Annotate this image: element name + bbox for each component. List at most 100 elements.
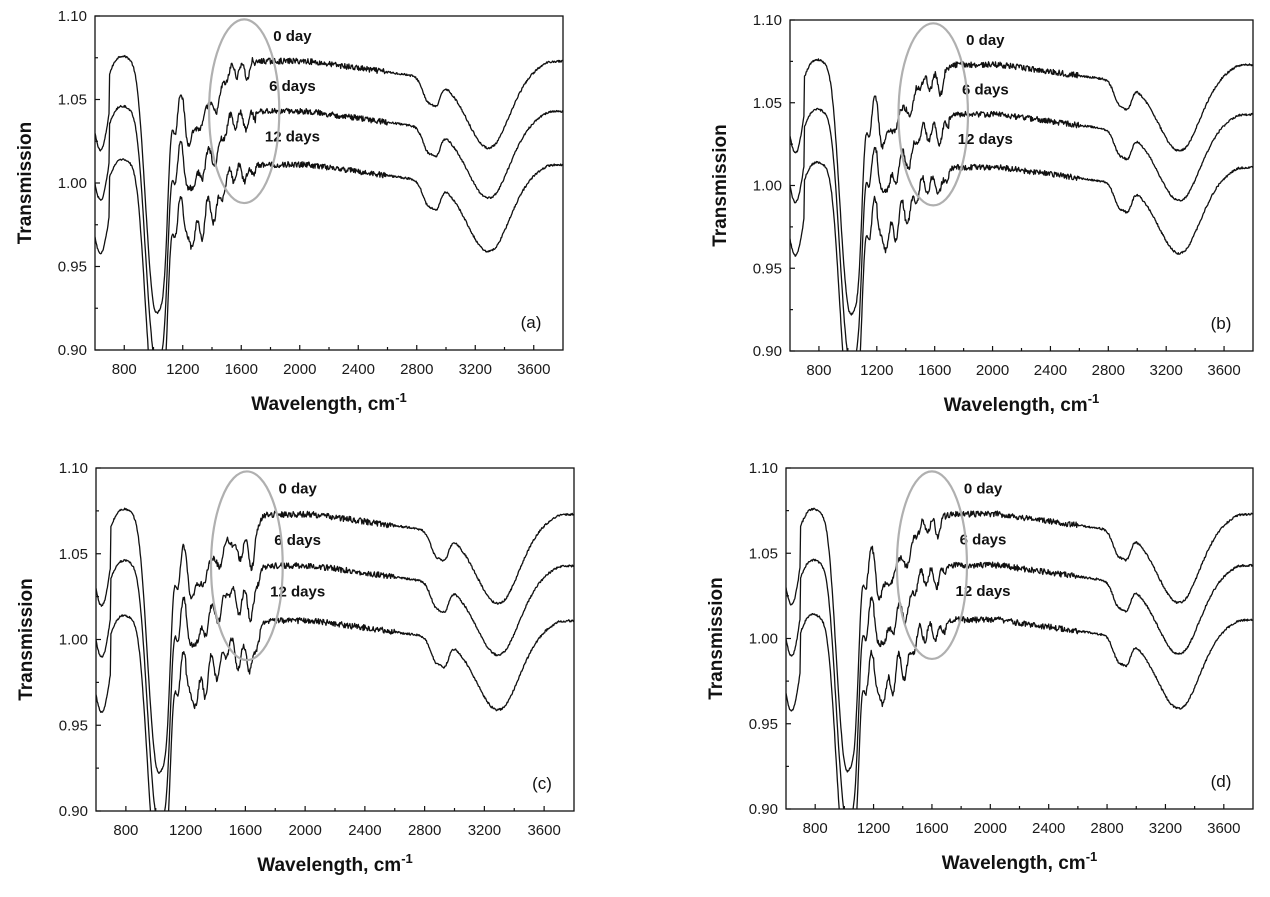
y-tick-label: 0.90: [58, 342, 87, 359]
x-tick-label: 1200: [857, 820, 890, 837]
series-line-0-day: [95, 54, 563, 315]
series-line-6-days: [790, 107, 1253, 351]
y-tick-label: 0.95: [59, 717, 88, 734]
y-tick-label: 1.10: [749, 460, 778, 477]
x-tick-label: 2400: [342, 361, 375, 378]
highlight-ellipse: [207, 18, 281, 205]
x-tick-label: 3200: [468, 822, 501, 839]
series-label: 6 days: [269, 78, 316, 95]
x-tick-label: 3200: [1149, 820, 1182, 837]
series-label: 12 days: [958, 131, 1013, 148]
series-label: 12 days: [955, 583, 1010, 600]
x-tick-label: 3200: [1150, 362, 1183, 379]
panel-label: (d): [1211, 772, 1232, 791]
x-tick-label: 3600: [527, 822, 560, 839]
series-label: 12 days: [270, 584, 325, 601]
x-tick-label: 2000: [976, 362, 1009, 379]
series-label: 0 day: [278, 481, 317, 498]
x-axis-title: Wavelength, cm-1: [944, 391, 1100, 416]
x-tick-label: 800: [112, 361, 137, 378]
y-tick-label: 0.95: [753, 260, 782, 277]
y-tick-label: 0.90: [753, 343, 782, 360]
series-line-12-days: [96, 614, 574, 811]
x-tick-label: 800: [806, 362, 831, 379]
x-tick-label: 1200: [860, 362, 893, 379]
x-tick-label: 1600: [918, 362, 951, 379]
series-label: 6 days: [274, 532, 321, 549]
x-tick-label: 800: [113, 822, 138, 839]
series-line-0-day: [790, 58, 1253, 316]
y-tick-label: 1.00: [58, 175, 87, 192]
x-tick-label: 1600: [229, 822, 262, 839]
highlight-ellipse: [897, 22, 970, 207]
x-tick-label: 2000: [288, 822, 321, 839]
series-label: 12 days: [265, 128, 320, 145]
x-tick-label: 1200: [166, 361, 199, 378]
highlight-ellipse: [209, 470, 284, 662]
x-axis-title: Wavelength, cm-1: [251, 390, 407, 415]
y-tick-label: 0.95: [749, 716, 778, 733]
series-line-12-days: [790, 160, 1253, 351]
series-label: 0 day: [273, 28, 312, 45]
x-axis-title: Wavelength, cm-1: [257, 851, 413, 876]
y-tick-label: 1.05: [753, 95, 782, 112]
series-label: 0 day: [966, 32, 1005, 49]
x-tick-label: 3600: [1207, 820, 1240, 837]
x-tick-label: 2400: [1032, 820, 1065, 837]
plot-frame: [95, 467, 575, 812]
y-tick-label: 1.10: [58, 8, 87, 25]
y-tick-label: 1.00: [753, 178, 782, 195]
x-tick-label: 2800: [400, 361, 433, 378]
x-tick-label: 3200: [459, 361, 492, 378]
x-tick-label: 2000: [283, 361, 316, 378]
y-tick-label: 0.95: [58, 259, 87, 276]
series-line-12-days: [786, 613, 1253, 809]
x-tick-label: 2400: [348, 822, 381, 839]
y-tick-label: 0.90: [749, 801, 778, 818]
x-tick-label: 2000: [974, 820, 1007, 837]
series-line-6-days: [786, 558, 1253, 809]
plot-frame: [785, 467, 1254, 810]
highlight-ellipse: [895, 470, 969, 661]
series-label: 0 day: [964, 481, 1003, 498]
series-line-0-day: [96, 507, 574, 774]
series-line-0-day: [786, 507, 1253, 773]
series-label: 6 days: [962, 81, 1009, 98]
y-axis-title: Transmission: [15, 122, 36, 245]
x-tick-label: 2800: [1090, 820, 1123, 837]
y-axis-title: Transmission: [16, 578, 37, 701]
y-tick-label: 1.05: [59, 546, 88, 563]
x-axis-title: Wavelength, cm-1: [942, 849, 1098, 874]
panel-label: (a): [521, 313, 542, 332]
y-tick-label: 1.10: [753, 12, 782, 29]
series-line-6-days: [96, 558, 574, 811]
series-line-12-days: [95, 158, 563, 350]
x-tick-label: 3600: [1207, 362, 1240, 379]
x-tick-label: 800: [803, 820, 828, 837]
y-tick-label: 1.05: [749, 545, 778, 562]
series-label: 6 days: [960, 532, 1007, 549]
panel-label: (b): [1211, 314, 1232, 333]
y-tick-label: 1.00: [59, 632, 88, 649]
plot-frame: [94, 15, 564, 351]
y-tick-label: 1.05: [58, 92, 87, 109]
series-line-6-days: [95, 104, 563, 350]
y-tick-label: 1.00: [749, 631, 778, 648]
y-axis-title: Transmission: [710, 124, 731, 247]
y-tick-label: 1.10: [59, 460, 88, 477]
panel-b: 0.90 0.95 1.00 1.05 1.10 800 1200 1600 2000 2400 2…: [710, 12, 1254, 416]
x-tick-label: 2400: [1034, 362, 1067, 379]
x-tick-label: 3600: [517, 361, 550, 378]
x-tick-label: 1200: [169, 822, 202, 839]
y-tick-label: 0.90: [59, 803, 88, 820]
x-tick-label: 2800: [408, 822, 441, 839]
x-tick-label: 1600: [915, 820, 948, 837]
panel-label: (c): [532, 774, 552, 793]
x-tick-label: 2800: [1092, 362, 1125, 379]
panel-c: 0.90 0.95 1.00 1.05 1.10 800 1200 1600 2000 2400 2…: [16, 460, 575, 876]
y-axis-title: Transmission: [706, 577, 727, 700]
panel-a: 0.90 0.95 1.00 1.05 1.10 800 1200 1600 2000 2400 2…: [15, 8, 564, 415]
panel-d: 0.90 0.95 1.00 1.05 1.10 800 1200 1600 2000 2400 2…: [706, 460, 1254, 874]
x-tick-label: 1600: [225, 361, 258, 378]
